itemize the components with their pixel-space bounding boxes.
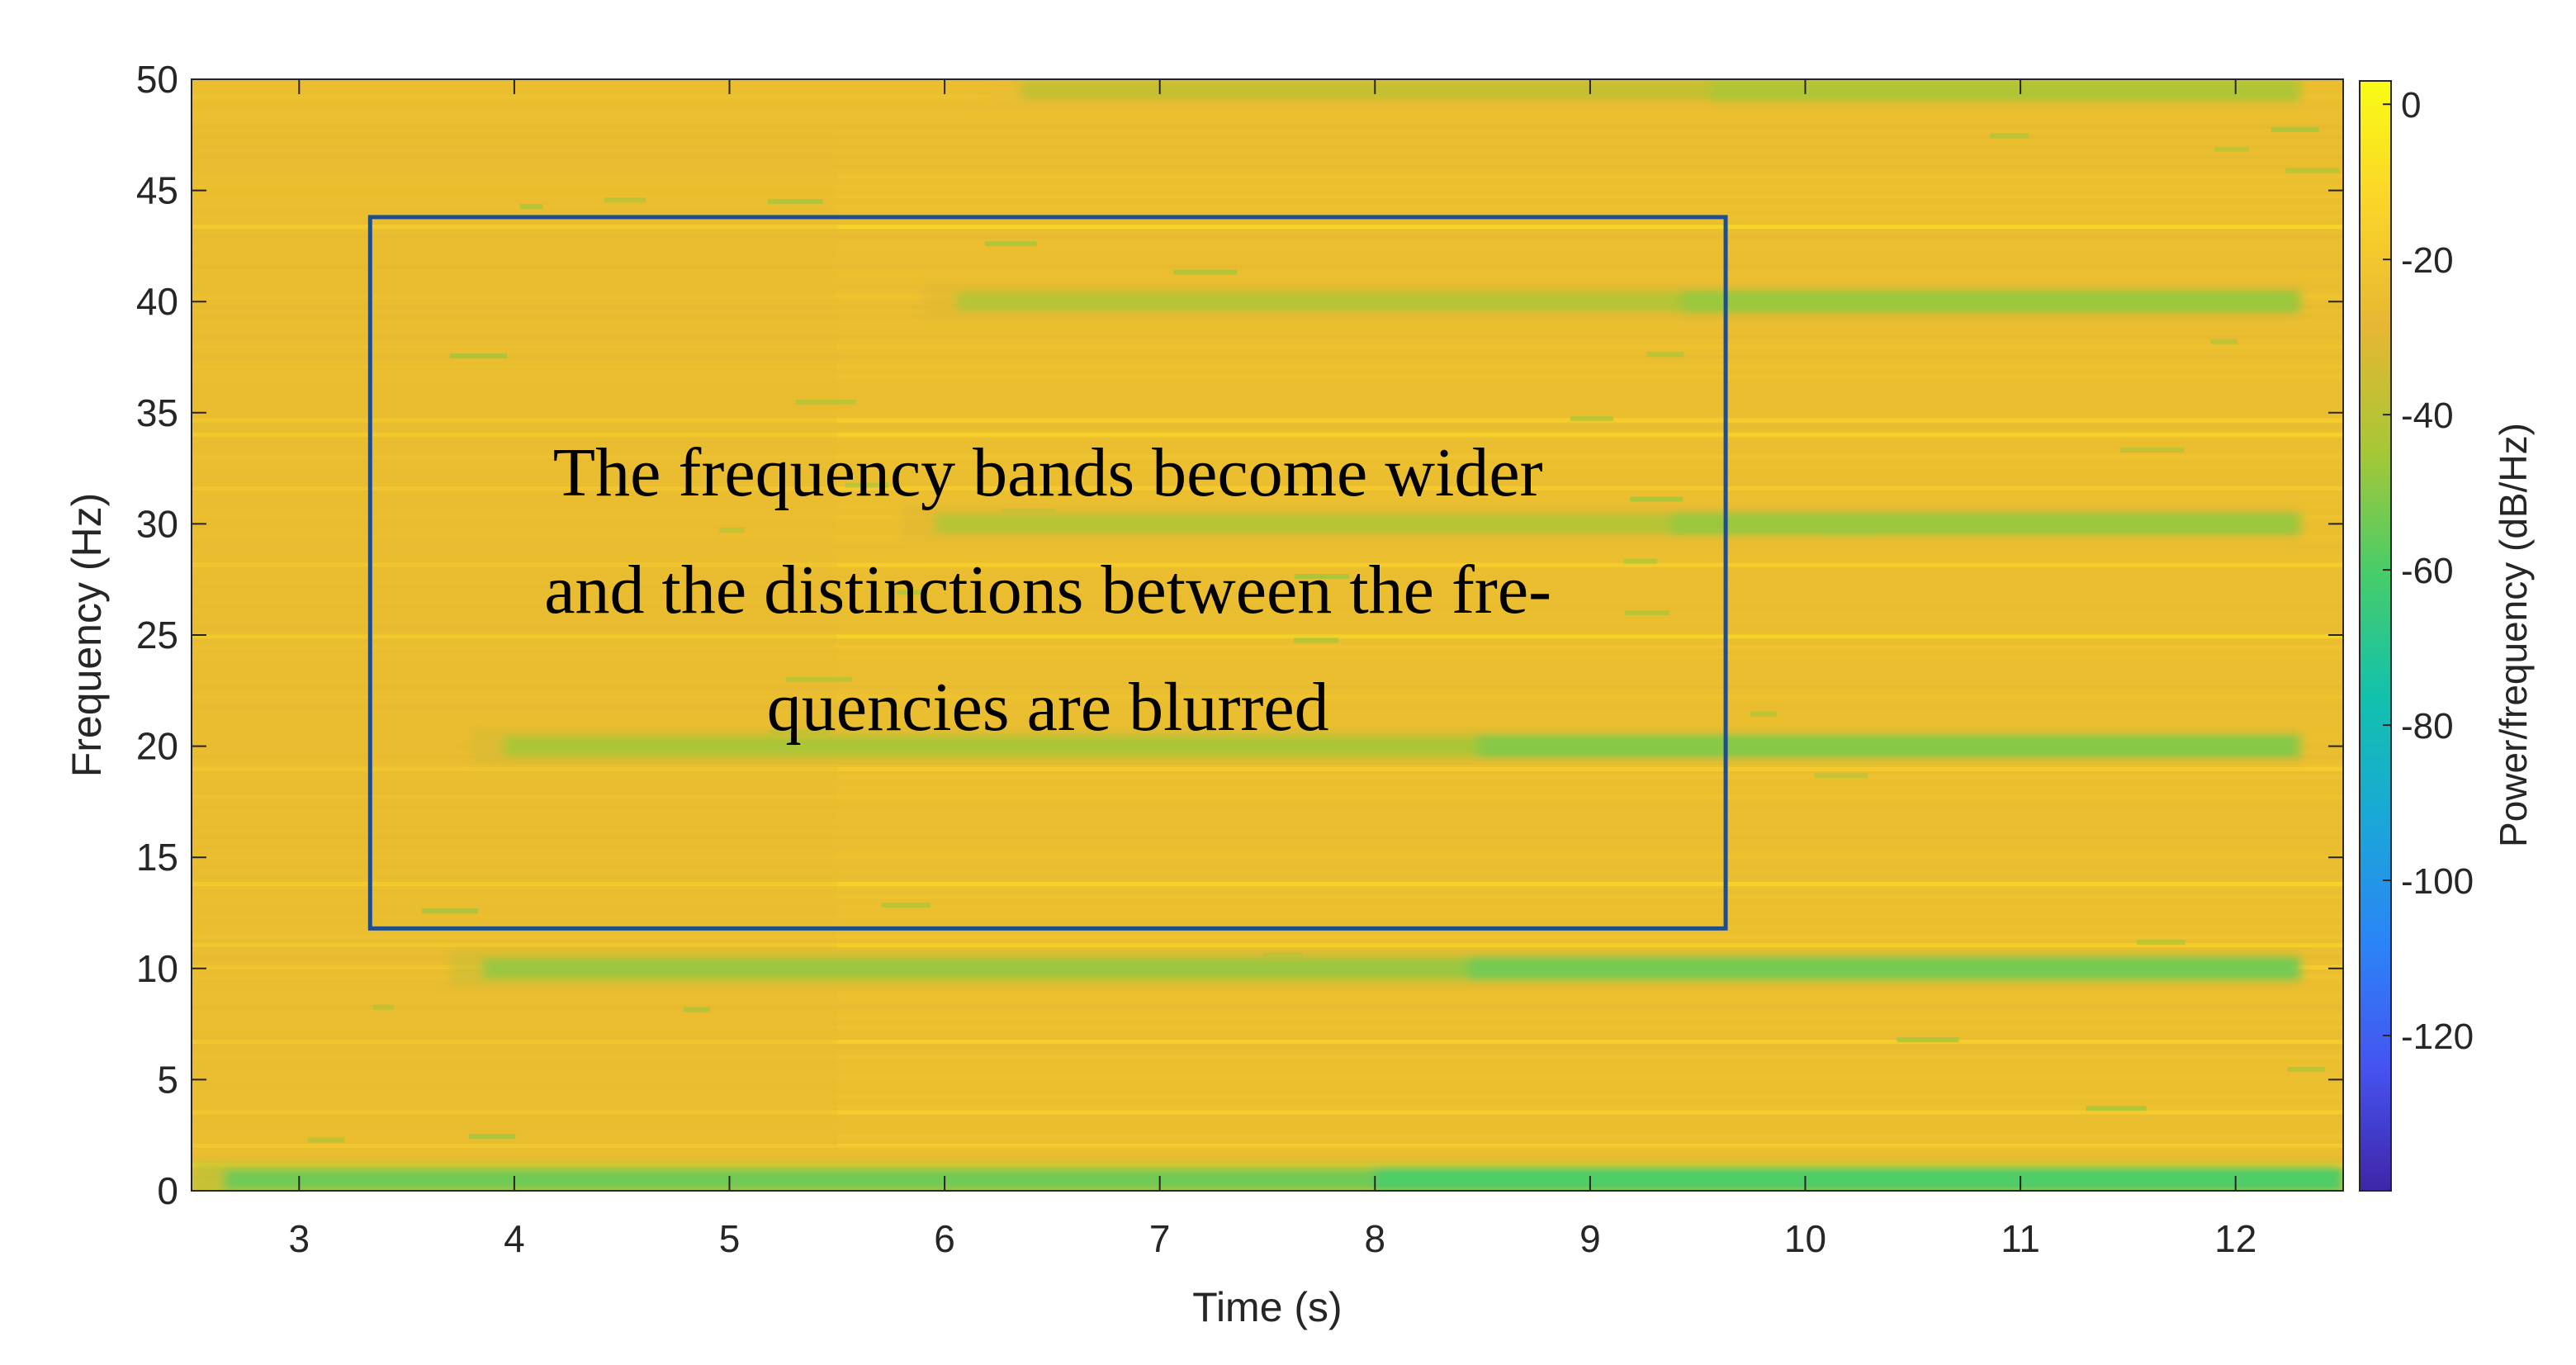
x-tick-label-8: 8: [1365, 1217, 1386, 1260]
colorbar: 0 -20 -40 -60 -80 -100 -120: [2359, 80, 2474, 1192]
colorbar-label: Power/frequency (dB/Hz): [2492, 423, 2535, 847]
x-axis-label: Time (s): [1192, 1284, 1342, 1330]
frequency-band-4: [901, 505, 2300, 543]
x-tick-label-5: 5: [719, 1217, 741, 1260]
colorbar-tick-label--100: -100: [2401, 861, 2474, 902]
colorbar-tick-label--60: -60: [2401, 551, 2454, 591]
y-tick-label-40: 40: [136, 280, 178, 323]
annotation-box: [367, 215, 1728, 931]
annotation-text-line-3: quencies are blurred: [767, 669, 1329, 746]
colorbar-tick-label--40: -40: [2401, 396, 2454, 436]
frequency-band-6: [987, 79, 2300, 109]
y-tick-label-15: 15: [136, 836, 178, 879]
colorbar-tick-label--80: -80: [2401, 706, 2454, 746]
y-tick-label-5: 5: [157, 1058, 178, 1101]
y-tick-label-25: 25: [136, 614, 178, 656]
frequency-band-1: [192, 1161, 2343, 1191]
x-tick-label-12: 12: [2214, 1217, 2256, 1260]
y-tick-label-35: 35: [136, 391, 178, 434]
y-tick-label-45: 45: [136, 169, 178, 212]
frequency-band-3: [471, 728, 2300, 765]
colorbar-gradient-bar: [2359, 80, 2392, 1192]
annotation-text-line-2: and the distinctions between the fre-: [544, 552, 1551, 628]
x-tick-label-9: 9: [1579, 1217, 1601, 1260]
y-tick-label-0: 0: [157, 1169, 178, 1212]
colorbar-tick-label--120: -120: [2401, 1017, 2474, 1057]
y-tick-label-10: 10: [136, 947, 178, 990]
x-tick-label-3: 3: [289, 1217, 310, 1260]
y-tick-label-50: 50: [136, 58, 178, 101]
colorbar-tick-label--20: -20: [2401, 240, 2454, 281]
x-tick-label-10: 10: [1784, 1217, 1826, 1260]
x-tick-label-11: 11: [2001, 1217, 2040, 1260]
colorbar-tick-label-0: 0: [2401, 85, 2421, 126]
annotation-text-line-1: The frequency bands become wider: [553, 434, 1543, 511]
x-tick-label-4: 4: [504, 1217, 525, 1260]
annotation-group: The frequency bands become wider and the …: [367, 215, 1728, 931]
y-tick-label-30: 30: [136, 502, 178, 545]
x-tick-label-6: 6: [934, 1217, 955, 1260]
y-axis-label: Frequency (Hz): [64, 493, 110, 778]
y-tick-label-20: 20: [136, 725, 178, 768]
x-tick-label-7: 7: [1149, 1217, 1171, 1260]
frequency-band-5: [923, 283, 2300, 320]
spectrogram-heatmap: [192, 79, 2343, 1191]
frequency-band-2: [449, 950, 2300, 987]
